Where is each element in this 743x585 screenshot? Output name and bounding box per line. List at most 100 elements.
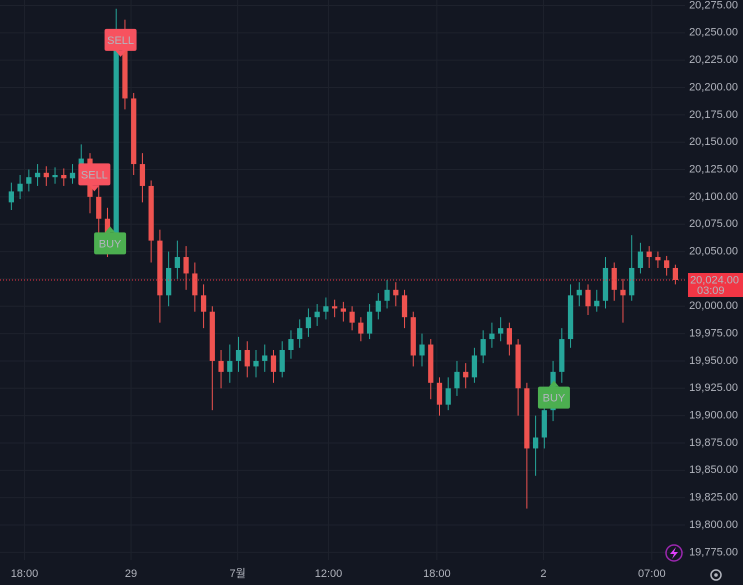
candle-body [305, 317, 312, 329]
candle-body [349, 311, 355, 323]
candle-body [428, 344, 434, 383]
candle-body [323, 306, 329, 312]
candle-body [192, 273, 198, 296]
candle-body [655, 257, 661, 261]
candle-body [332, 306, 338, 309]
marker-label: BUY [543, 393, 566, 405]
trade-marker: SELL [104, 28, 137, 57]
candle-body [288, 339, 294, 350]
candle-body [524, 388, 530, 449]
y-tick-label: 20,050.00 [689, 245, 738, 257]
candle-body [620, 289, 626, 296]
candle-body [410, 317, 416, 356]
candle-body [314, 311, 320, 318]
y-tick-label: 19,925.00 [689, 382, 738, 394]
y-tick-label: 19,825.00 [689, 492, 738, 504]
candle-body [148, 185, 154, 241]
candle-body [463, 371, 469, 378]
plot: SELL SELL BUY BUY [0, 8, 685, 509]
candle-body [157, 240, 163, 296]
candle-body [26, 177, 32, 184]
candle-body [131, 98, 137, 165]
y-tick-label: 20,250.00 [689, 27, 738, 39]
marker-label: SELL [107, 35, 134, 47]
candle-body [393, 289, 399, 296]
x-tick-label: 7월 [230, 567, 246, 580]
candle-body [166, 267, 172, 296]
candle-body [445, 388, 451, 405]
candle-body [113, 43, 119, 236]
candle-body [366, 311, 373, 334]
candle-body [602, 267, 609, 301]
candle-body [637, 251, 644, 268]
y-tick-label: 20,200.00 [689, 81, 738, 93]
y-tick-label: 20,275.00 [689, 0, 738, 11]
marker-label: SELL [81, 169, 108, 181]
y-tick-label: 20,125.00 [689, 163, 738, 175]
y-tick-label: 20,075.00 [689, 218, 738, 230]
candle-body [34, 172, 41, 178]
y-tick-label: 19,775.00 [689, 546, 738, 558]
marker-label: BUY [99, 238, 122, 250]
candle-body [672, 267, 679, 280]
y-tick-label: 19,875.00 [689, 437, 738, 449]
x-tick-label: 18:00 [11, 568, 39, 580]
marker-arrow [89, 185, 100, 192]
candle-body [419, 344, 425, 356]
candle-body [375, 300, 381, 312]
settings-icon[interactable] [710, 569, 722, 581]
countdown: 03:09 [697, 285, 725, 297]
marker-box [537, 386, 570, 409]
marker-box [94, 232, 127, 255]
candle-body [358, 322, 364, 334]
last-price-badge [688, 273, 743, 297]
candle-body [52, 175, 58, 178]
candle-body [506, 328, 513, 345]
candle-body [244, 350, 250, 367]
marker-arrow [115, 50, 126, 57]
trade-marker: BUY [537, 380, 570, 409]
y-tick-label: 20,150.00 [689, 136, 738, 148]
candle-body [567, 295, 574, 340]
candle-body [209, 311, 215, 361]
lightning-icon [665, 544, 683, 562]
x-tick-label: 07:00 [638, 568, 666, 580]
y-tick-label: 20,175.00 [689, 109, 738, 121]
candle-body [61, 175, 67, 179]
y-tick-label: 20,225.00 [689, 54, 738, 66]
candle-body [576, 289, 582, 296]
candle-body [471, 355, 478, 378]
candle-body [139, 164, 146, 186]
candle-body [69, 172, 76, 179]
marker-arrow [105, 226, 116, 233]
marker-arrow [548, 380, 559, 387]
marker-box [104, 28, 137, 51]
candle-body [227, 360, 233, 372]
candle-body [104, 218, 111, 236]
marker-box [78, 163, 111, 186]
candle-body [200, 295, 207, 312]
candle-body [43, 172, 49, 178]
candle-body [559, 339, 565, 372]
y-tick-label: 19,850.00 [689, 464, 738, 476]
candle-body [297, 328, 303, 340]
candle-body [340, 308, 346, 312]
axes: 19,775.00 19,800.00 19,825.00 19,850.00 19,8… [11, 0, 743, 580]
x-tick-label: 29 [125, 568, 137, 580]
x-tick-label: 18:00 [423, 568, 451, 580]
candle-body [96, 196, 102, 219]
candle-body [8, 191, 14, 203]
y-tick-label: 20,000.00 [689, 300, 738, 312]
candle-body [262, 355, 268, 361]
candle-body [122, 43, 128, 99]
candle-body [611, 267, 617, 290]
y-tick-label: 20,100.00 [689, 191, 738, 203]
candle-body [183, 257, 189, 274]
candle-body [454, 371, 460, 389]
candle-body [436, 382, 443, 405]
candle-body [384, 289, 390, 301]
candle-body [515, 344, 521, 389]
candle-body [174, 257, 180, 268]
candle-body [401, 295, 408, 318]
